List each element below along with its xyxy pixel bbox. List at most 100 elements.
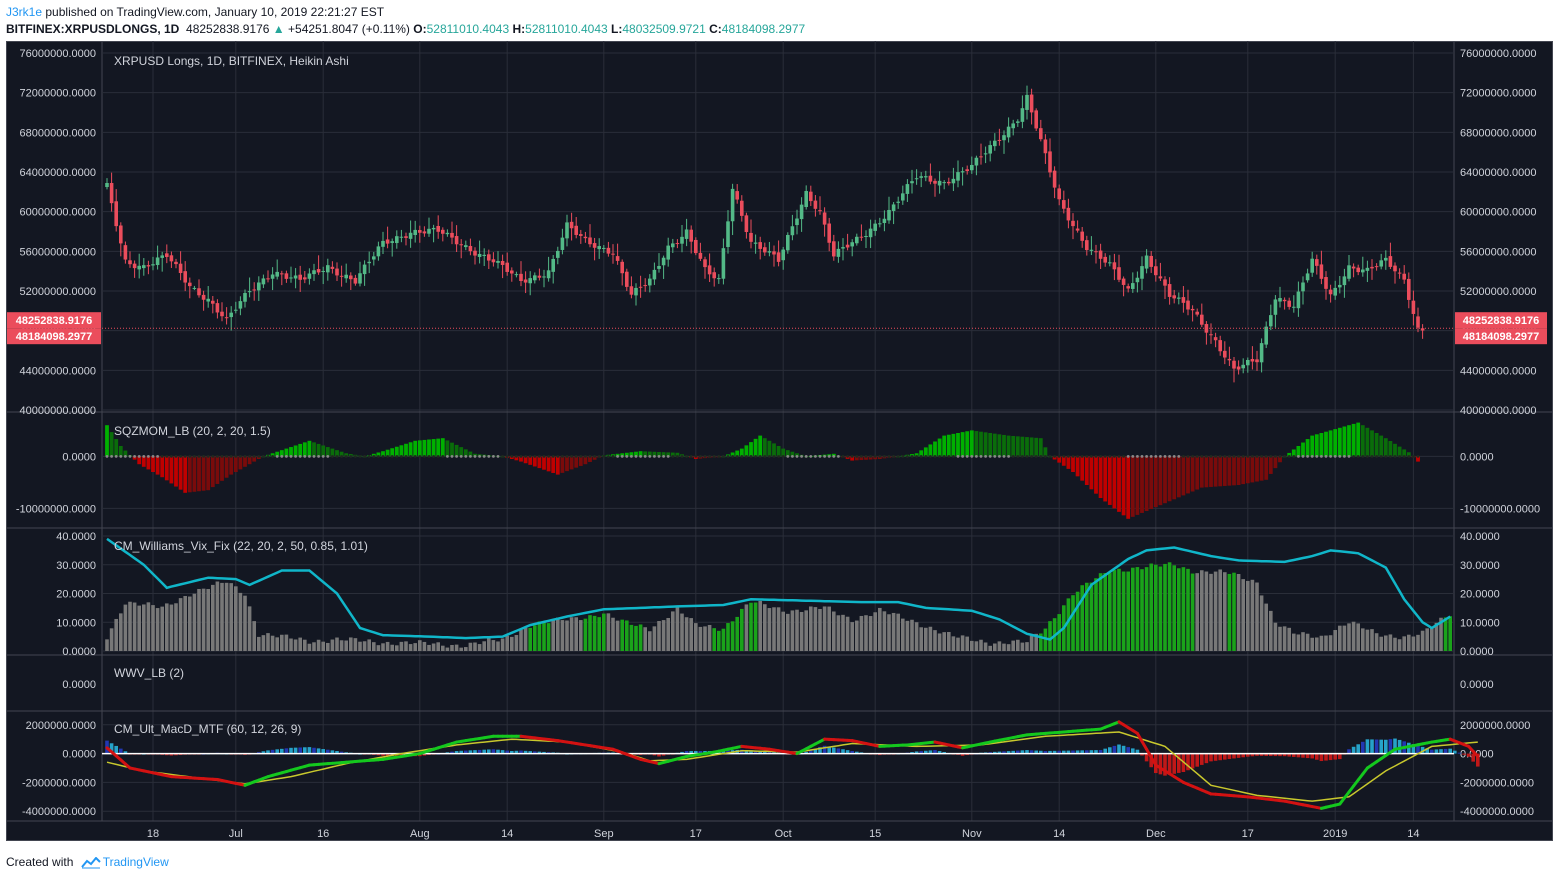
y-tick-label-left: -4000000.0000 <box>22 806 96 818</box>
macd-histogram-bar <box>1264 753 1268 756</box>
sqz-dot <box>1113 455 1116 458</box>
macd-histogram-bar <box>1420 746 1425 754</box>
macd-histogram-bar <box>822 745 827 754</box>
sqz-bar <box>450 442 454 457</box>
bull-candle <box>786 234 790 251</box>
sqz-bar <box>1255 456 1259 482</box>
sqz-dot <box>763 455 767 458</box>
price-tag-right-text: 48252838.9176 <box>1463 315 1539 327</box>
vix-bar <box>749 602 753 651</box>
bear-candle <box>1393 265 1397 272</box>
sqz-dot <box>344 455 348 458</box>
vix-bar <box>997 641 1002 651</box>
y-tick-label-right: 30.0000 <box>1460 560 1500 572</box>
bear-candle <box>928 175 933 182</box>
bull-candle <box>1089 249 1094 251</box>
close-label: C: <box>709 22 722 36</box>
vix-bar <box>1287 627 1291 651</box>
vix-bar <box>740 608 744 651</box>
macd-histogram-bar <box>307 747 312 754</box>
macd-histogram-bar <box>454 750 459 754</box>
sqz-bar <box>1011 435 1016 457</box>
macd-histogram-bar <box>1108 747 1112 754</box>
author-link[interactable]: J3rk1e <box>6 5 43 19</box>
chart-canvas[interactable]: 18 Jul 16 Aug 14 Sep 17 Oct 15 Nov 14 Dec 17 2019 14 76… <box>6 41 1553 844</box>
sqz-bar <box>629 452 634 457</box>
sqz-bar <box>385 449 390 457</box>
macd-histogram-bar <box>1190 753 1195 769</box>
vix-bar <box>1338 625 1342 651</box>
macd-line-segment <box>1471 749 1480 758</box>
vix-bar <box>1103 572 1107 651</box>
vix-bar <box>671 611 675 651</box>
vix-bar <box>717 630 721 651</box>
bear-candle <box>1282 299 1287 302</box>
bull-candle <box>312 270 316 275</box>
vix-bar <box>188 596 192 651</box>
bear-candle <box>822 212 827 225</box>
y-tick-label-right: 60000000.0000 <box>1460 207 1536 219</box>
bull-candle <box>905 184 910 194</box>
sqz-dot <box>142 455 146 458</box>
sqz-bar <box>431 439 436 457</box>
vix-bar <box>404 641 408 651</box>
vix-bar <box>657 621 661 651</box>
vix-bar <box>468 642 473 651</box>
bear-candle <box>303 277 307 280</box>
sqz-dot <box>1039 455 1043 458</box>
vix-bar <box>648 631 652 651</box>
vix-bar <box>1006 644 1011 651</box>
bull-candle <box>151 264 155 266</box>
bear-candle <box>441 229 445 234</box>
bear-candle <box>169 255 174 262</box>
sqz-bar <box>1232 456 1236 486</box>
vix-bar <box>556 617 560 651</box>
bull-candle <box>560 237 565 250</box>
sqz-dot <box>257 455 261 458</box>
bear-candle <box>459 244 463 246</box>
macd-histogram-bar <box>473 750 477 754</box>
sqz-dot <box>754 455 757 458</box>
sqz-bar <box>1342 426 1347 457</box>
bull-candle <box>887 209 891 221</box>
vix-bar <box>809 606 813 651</box>
sqz-dot <box>239 455 242 458</box>
vix-bar <box>192 593 197 651</box>
sqz-bar <box>454 444 459 457</box>
bear-candle <box>569 221 574 229</box>
macd-histogram-bar <box>933 750 937 754</box>
macd-histogram-bar <box>1071 750 1075 754</box>
sqz-bar <box>1310 435 1315 457</box>
sqz-dot <box>501 455 504 458</box>
sqz-bar <box>620 453 625 457</box>
vix-bar <box>896 613 900 651</box>
sqz-bar <box>247 456 252 465</box>
sqz-dot <box>630 455 633 458</box>
vix-bar <box>1209 573 1213 651</box>
sqz-dot <box>1053 455 1056 458</box>
bear-candle <box>772 251 776 255</box>
vix-bar <box>174 603 178 651</box>
sqz-bar <box>638 451 643 457</box>
sqz-dot <box>469 455 472 458</box>
sqz-dot <box>689 455 693 458</box>
x-tick-label: 18 <box>147 828 159 840</box>
bear-candle <box>1416 316 1420 328</box>
vix-bar <box>119 613 123 651</box>
bear-candle <box>1043 139 1048 154</box>
bull-candle <box>671 243 675 248</box>
sqz-dot <box>174 455 178 458</box>
bear-candle <box>252 289 256 291</box>
macd-histogram-bar <box>1140 753 1144 756</box>
tradingview-brand[interactable]: TradingView <box>102 855 169 869</box>
sqz-dot <box>404 455 408 458</box>
macd-histogram-bar <box>491 749 496 754</box>
sqz-bar <box>1268 456 1273 474</box>
sqz-dot <box>542 455 546 458</box>
sqz-dot <box>1177 455 1181 458</box>
sqz-dot <box>188 455 192 458</box>
vix-bar <box>786 613 790 651</box>
bear-candle <box>491 259 496 263</box>
sqz-dot <box>892 455 895 458</box>
sqz-dot <box>758 455 762 458</box>
